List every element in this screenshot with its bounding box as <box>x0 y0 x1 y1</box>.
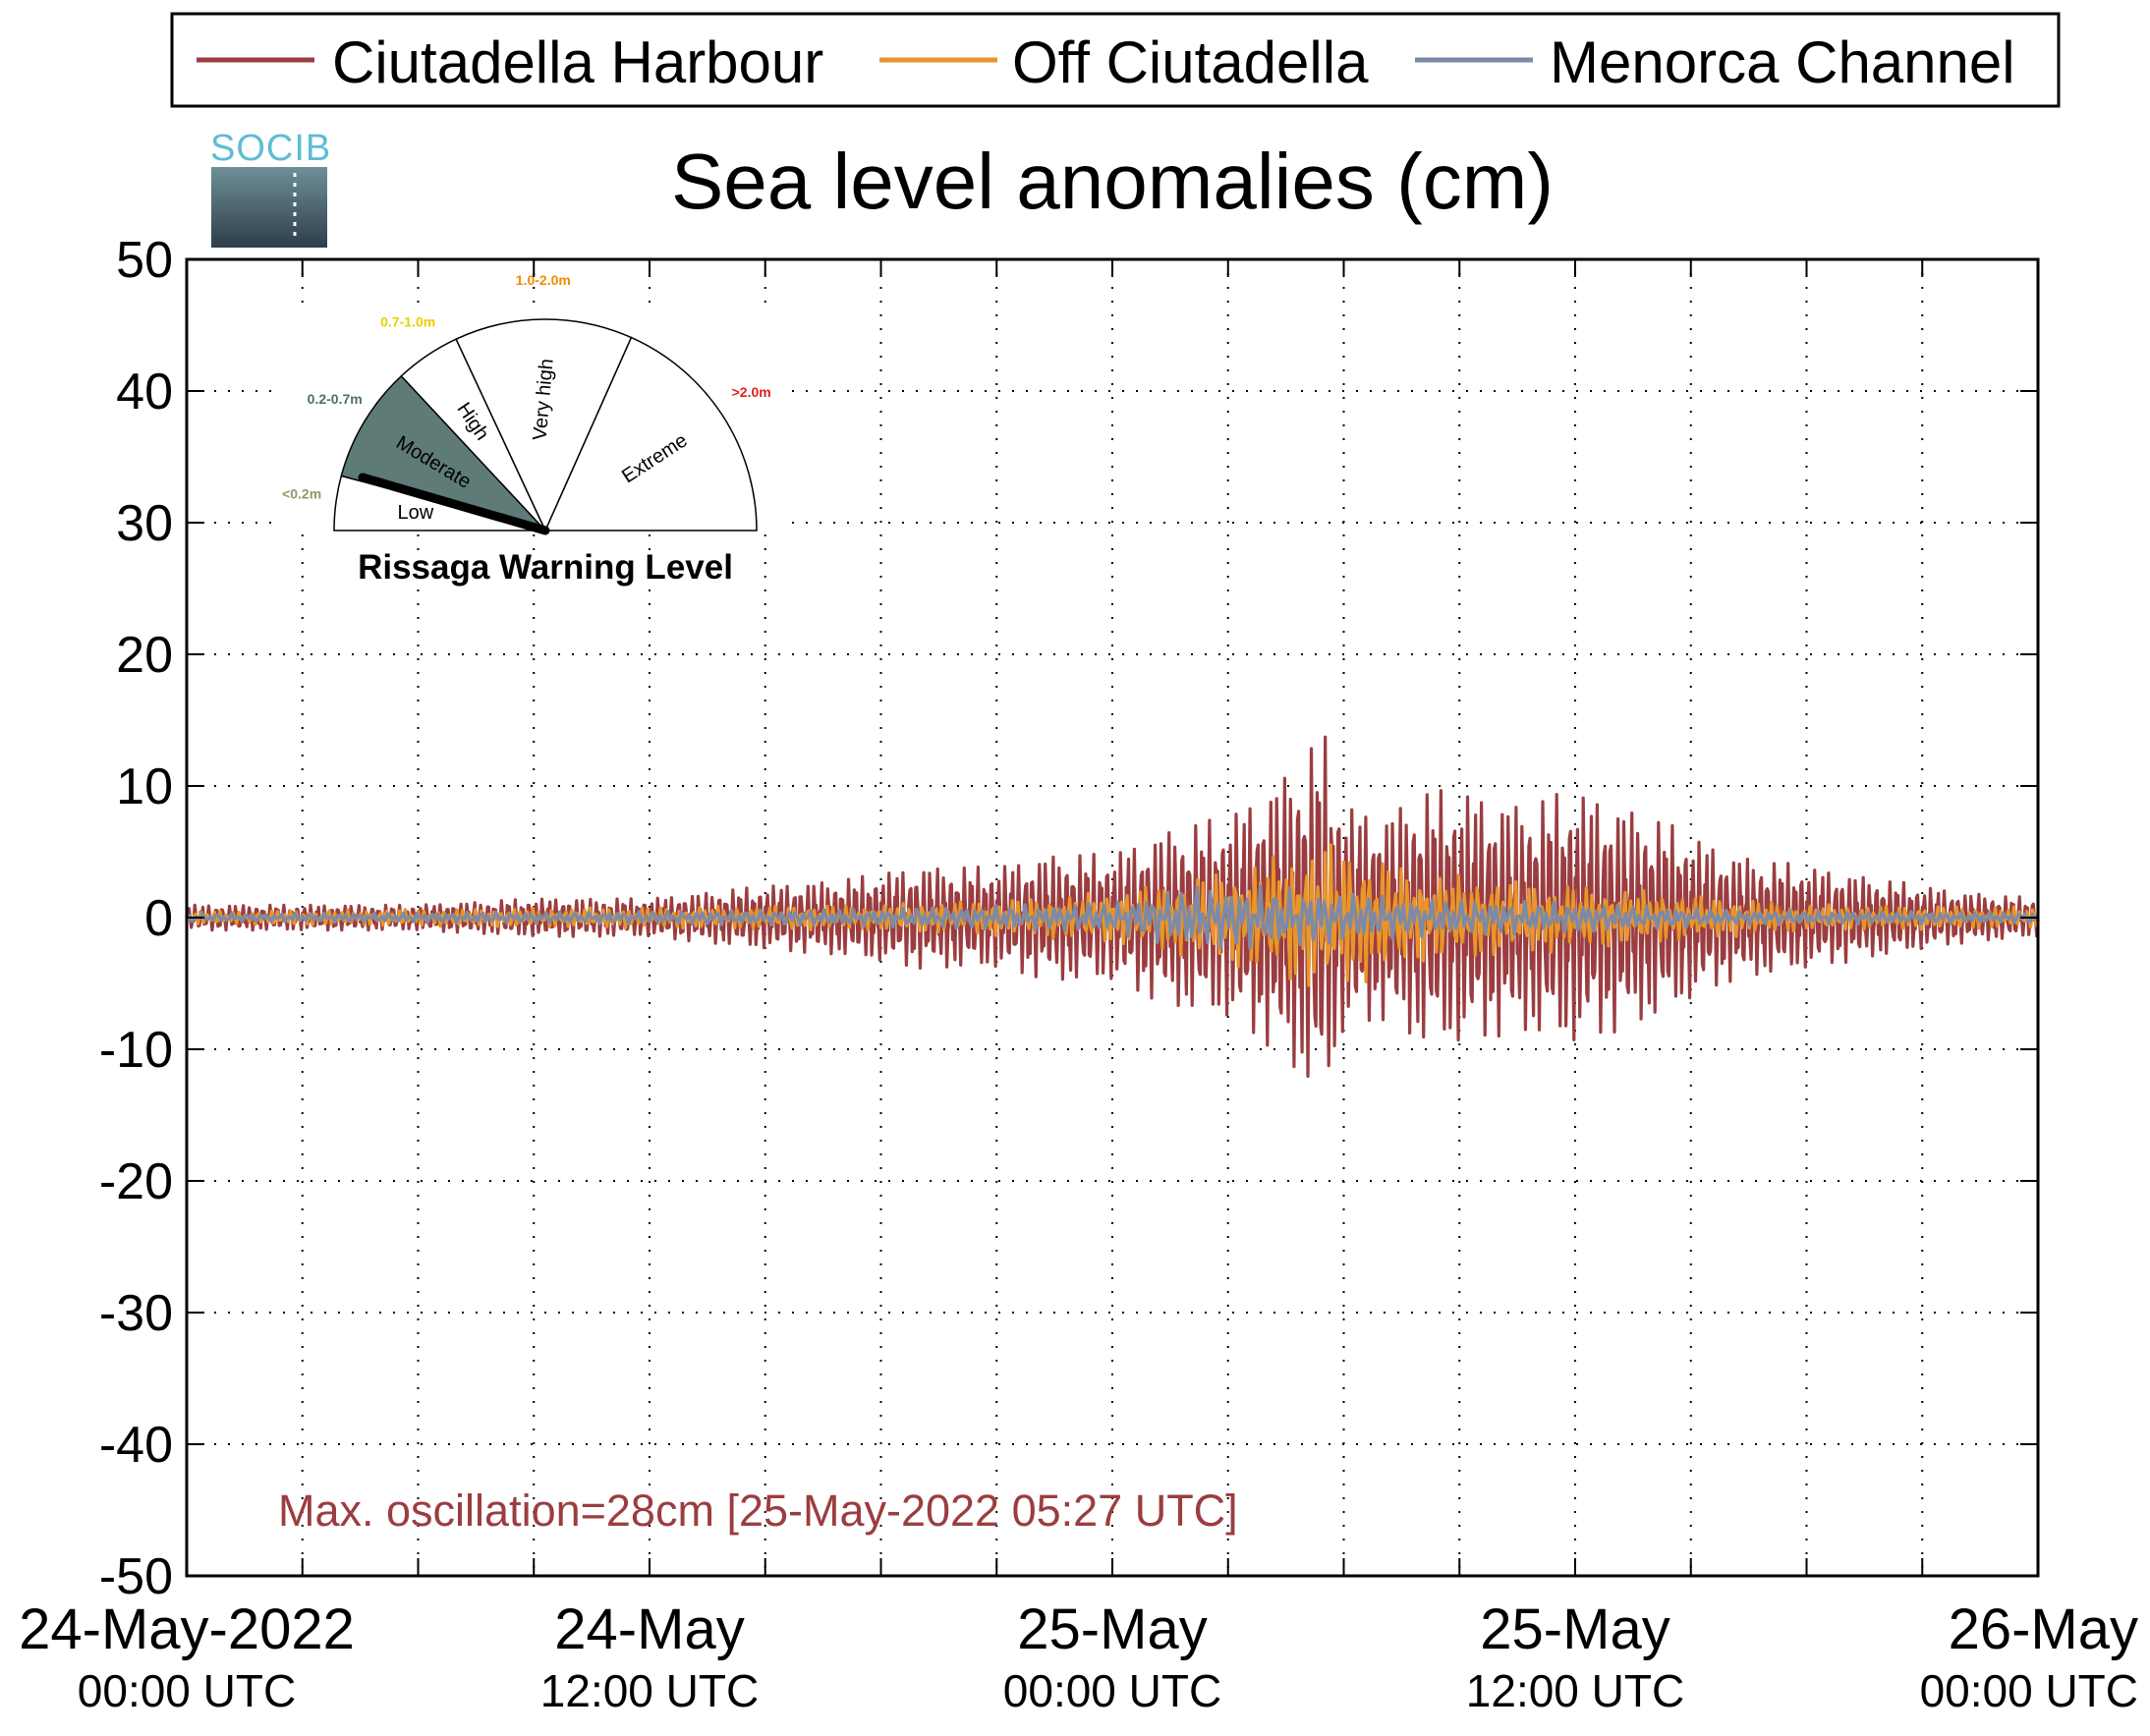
gauge-ranges: <0.2m 0.2-0.7m 0.7-1.0m 1.0-2.0m >2.0m <box>282 272 771 501</box>
max-oscillation-annotation: Max. oscillation=28cm [25-May-2022 05:27… <box>278 1485 1238 1536</box>
series-menorca-channel <box>186 884 2040 950</box>
y-tick-label: -10 <box>99 1022 173 1079</box>
legend-label-ciutadella-harbour: Ciutadella Harbour <box>332 29 823 95</box>
gauge-sector-extreme <box>543 336 758 532</box>
legend-label-off-ciutadella: Off Ciutadella <box>1012 29 1369 95</box>
x-tick-sublabel: 12:00 UTC <box>540 1665 759 1716</box>
y-tick-label: 10 <box>116 758 173 815</box>
y-tick-label: 0 <box>144 890 173 947</box>
y-tick-label: 50 <box>116 232 173 289</box>
x-tick-sublabel: 00:00 UTC <box>1920 1665 2138 1716</box>
series-ciutadella-harbour <box>186 735 2040 1079</box>
y-tick-label: -50 <box>99 1548 173 1605</box>
rissaga-warning-gauge: <0.2m0.2-0.7m0.7-1.0m1.0-2.0m>2.0m LowMo… <box>280 272 791 587</box>
gauge-sector-label: Low <box>397 502 433 524</box>
logo-text: SOCIB <box>210 128 331 169</box>
gauge-needle <box>358 473 550 535</box>
gauge-sector-moderate <box>340 374 548 532</box>
x-tick-label: 24-May-2022 <box>19 1597 355 1661</box>
x-tick-label: 24-May <box>554 1597 744 1661</box>
y-tick-label: 40 <box>116 364 173 420</box>
gauge-range-label: 1.0-2.0m <box>516 272 571 288</box>
gauge-range-label: <0.2m <box>282 485 321 501</box>
gauge-range-label: 0.2-0.7m <box>308 391 363 407</box>
x-tick-sublabel: 00:00 UTC <box>78 1665 296 1716</box>
gauge-sector-very-high <box>455 318 633 532</box>
y-tick-label: -40 <box>99 1417 173 1474</box>
gauge-range-label: >2.0m <box>732 384 771 400</box>
x-tick-label: 26-May <box>1949 1597 2138 1661</box>
series-layer <box>186 735 2040 1079</box>
x-tick-label: 25-May <box>1480 1597 1669 1661</box>
legend-box <box>170 12 2061 108</box>
x-tick-sublabel: 00:00 UTC <box>1003 1665 1221 1716</box>
legend: Ciutadella Harbour Off Ciutadella Menorc… <box>170 12 2061 108</box>
chart-title: Sea level anomalies (cm) <box>671 138 1554 225</box>
y-tick-label: -20 <box>99 1153 173 1210</box>
y-tick-label: 20 <box>116 627 173 684</box>
x-tick-sublabel: 12:00 UTC <box>1466 1665 1684 1716</box>
legend-label-menorca-channel: Menorca Channel <box>1550 29 2015 95</box>
y-tick-label: 30 <box>116 495 173 552</box>
socib-logo-icon: SOCIB <box>210 128 331 248</box>
gauge-range-label: 0.7-1.0m <box>380 314 435 330</box>
gauge-title: Rissaga Warning Level <box>358 548 733 587</box>
y-tick-label: -30 <box>99 1285 173 1342</box>
y-axis: 50 40 30 20 10 0 -10 -20 -30 -40 -50 <box>99 232 2038 1605</box>
x-tick-label: 25-May <box>1017 1597 1207 1661</box>
